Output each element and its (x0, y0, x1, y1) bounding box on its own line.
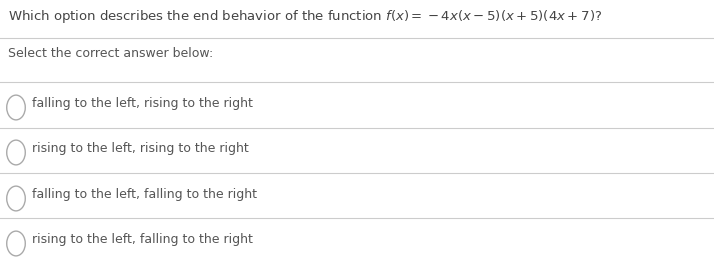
Text: falling to the left, falling to the right: falling to the left, falling to the righ… (32, 188, 257, 201)
Text: Select the correct answer below:: Select the correct answer below: (8, 47, 213, 60)
Text: Which option describes the end behavior of the function $f(x) = -4x(x-5)(x+5)(4x: Which option describes the end behavior … (8, 8, 602, 25)
Text: falling to the left, rising to the right: falling to the left, rising to the right (32, 97, 253, 110)
Text: rising to the left, falling to the right: rising to the left, falling to the right (32, 233, 253, 246)
Text: rising to the left, rising to the right: rising to the left, rising to the right (32, 142, 248, 155)
